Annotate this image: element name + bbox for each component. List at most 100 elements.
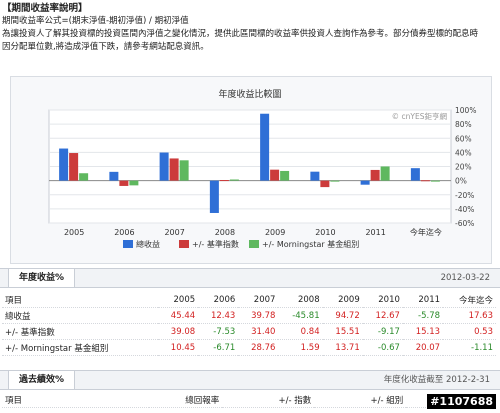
x-tick-label: 2009 <box>265 228 285 237</box>
bar <box>270 169 280 181</box>
table-cell: 13.71 <box>322 339 363 356</box>
table-cell: 28.76 <box>238 339 279 356</box>
intro-title: 【期間收益率說明】 <box>2 3 88 14</box>
table-cell: 12.43 <box>198 307 239 324</box>
x-tick-label: 2005 <box>64 228 84 237</box>
row-label: +/- 基準指數 <box>2 323 158 340</box>
table-cell: 10.45 <box>158 339 199 356</box>
table-cell: -5.78 <box>402 307 444 324</box>
table-cell: 1.59 <box>278 339 323 356</box>
table-cell: -6.71 <box>198 339 239 356</box>
annual-return-table: 項目 2005 2006 2007 2008 2009 2010 2011 今年… <box>2 292 496 356</box>
col-header: 2005 <box>158 292 199 308</box>
row-label: 總收益 <box>2 307 158 324</box>
col-header: 2009 <box>322 292 363 308</box>
table-cell: -7.53 <box>198 323 239 340</box>
x-tick-label: 今年迄今 <box>410 227 442 237</box>
bar <box>229 179 239 181</box>
intro-note: 因分配單位數,將造成淨值下跌，請參考網站配息資訊。 <box>2 42 209 52</box>
bar <box>209 180 219 213</box>
table-cell: -0.67 <box>362 339 403 356</box>
bar <box>129 180 139 186</box>
image-id-watermark: #1107688 <box>427 394 496 409</box>
y-tick-label: -60% <box>455 219 474 228</box>
table-cell: -9.17 <box>362 323 403 340</box>
row-label: +/- Morningstar 基金組別 <box>2 339 158 356</box>
chart-watermark: © cnYES鉅亨網 <box>392 111 448 121</box>
annual-date: 2012-03-22 <box>440 273 490 283</box>
table-cell: 15.13 <box>402 323 444 340</box>
col-header: +/- 組別 <box>314 392 407 408</box>
intro-section: 【期間收益率說明】 期間收益率公式=(期末淨值-期初淨值) / 期初淨值 為讓投… <box>2 2 498 54</box>
chart-title: 年度收益比較圖 <box>218 88 281 100</box>
legend-swatch <box>179 240 189 248</box>
y-tick-label: 100% <box>455 106 476 115</box>
bar <box>420 180 430 182</box>
x-tick-label: 2007 <box>164 228 184 237</box>
header-item: 項目 <box>2 392 149 408</box>
past-performance-table: 項目 總回報率 +/- 指數 +/- 組別 <box>2 392 496 408</box>
intro-description: 為讓投資人了解其投資標的投資區間內淨值之變化情況，提供此區間標的收益率供投資人查… <box>2 29 479 39</box>
legend-swatch <box>123 240 133 248</box>
x-tick-label: 2006 <box>114 228 134 237</box>
table-cell: -1.11 <box>443 339 496 356</box>
y-tick-label: -20% <box>455 191 474 200</box>
bar <box>79 173 89 181</box>
y-tick-label: 40% <box>455 148 472 157</box>
table-cell: -45.81 <box>278 307 323 324</box>
past-performance-header: 過去績效% 年度化收益截至 2012-2-31 <box>0 370 500 390</box>
table-cell: 15.51 <box>322 323 363 340</box>
legend-label: +/- Morningstar 基金組別 <box>262 239 359 249</box>
table-cell: 20.07 <box>402 339 444 356</box>
intro-formula: 期間收益率公式=(期末淨值-期初淨值) / 期初淨值 <box>2 16 189 26</box>
table-cell: 94.72 <box>322 307 363 324</box>
bar <box>410 168 420 181</box>
table-row: +/- 基準指數 39.08 -7.53 31.40 0.84 15.51 -9… <box>2 323 496 340</box>
bar <box>380 166 390 181</box>
header-item: 項目 <box>2 292 158 308</box>
table-header-row: 項目 總回報率 +/- 指數 +/- 組別 <box>2 392 496 408</box>
bar <box>320 180 330 188</box>
x-tick-label: 2010 <box>315 228 335 237</box>
x-tick-label: 2011 <box>365 228 385 237</box>
table-header-row: 項目 2005 2006 2007 2008 2009 2010 2011 今年… <box>2 292 496 308</box>
tab-annual-return[interactable]: 年度收益% <box>8 269 76 287</box>
col-header: 今年迄今 <box>443 292 496 308</box>
legend-label: +/- 基準指數 <box>192 239 239 249</box>
y-tick-label: 0% <box>455 177 467 186</box>
bar <box>179 160 189 181</box>
y-tick-label: 20% <box>455 163 472 172</box>
bar <box>330 180 340 182</box>
past-date-label: 年度化收益截至 2012-2-31 <box>383 375 490 385</box>
bar <box>430 180 440 182</box>
col-header: +/- 指數 <box>222 392 315 408</box>
col-header: 2006 <box>198 292 239 308</box>
bar <box>69 153 79 181</box>
bar <box>59 148 69 181</box>
bar <box>280 170 290 181</box>
annual-return-chart: 年度收益比較圖 © cnYES鉅亨網 100% 80% 60% 40% 20% 0% -20% -… <box>10 76 492 264</box>
tab-past-performance[interactable]: 過去績效% <box>8 371 76 389</box>
y-tick-label: -40% <box>455 205 474 214</box>
bar <box>159 152 169 181</box>
x-tick-label: 2008 <box>215 228 235 237</box>
bar <box>169 158 179 181</box>
table-cell: 12.67 <box>362 307 403 324</box>
col-header: 2007 <box>238 292 279 308</box>
table-row: +/- Morningstar 基金組別 10.45 -6.71 28.76 1… <box>2 339 496 356</box>
table-cell: 17.63 <box>443 307 496 324</box>
bar <box>360 180 370 185</box>
bar <box>109 171 119 181</box>
legend-swatch <box>249 240 259 248</box>
table-cell: 45.44 <box>158 307 199 324</box>
col-header: 總回報率 <box>148 392 223 408</box>
annual-return-header: 年度收益% 2012-03-22 <box>0 268 500 288</box>
table-cell: 0.84 <box>278 323 323 340</box>
col-header: 2011 <box>402 292 444 308</box>
bar <box>219 180 229 182</box>
bar <box>310 171 320 181</box>
y-tick-label: 60% <box>455 134 472 143</box>
table-cell: 0.53 <box>443 323 496 340</box>
table-cell: 39.78 <box>238 307 279 324</box>
y-tick-label: 80% <box>455 120 472 129</box>
